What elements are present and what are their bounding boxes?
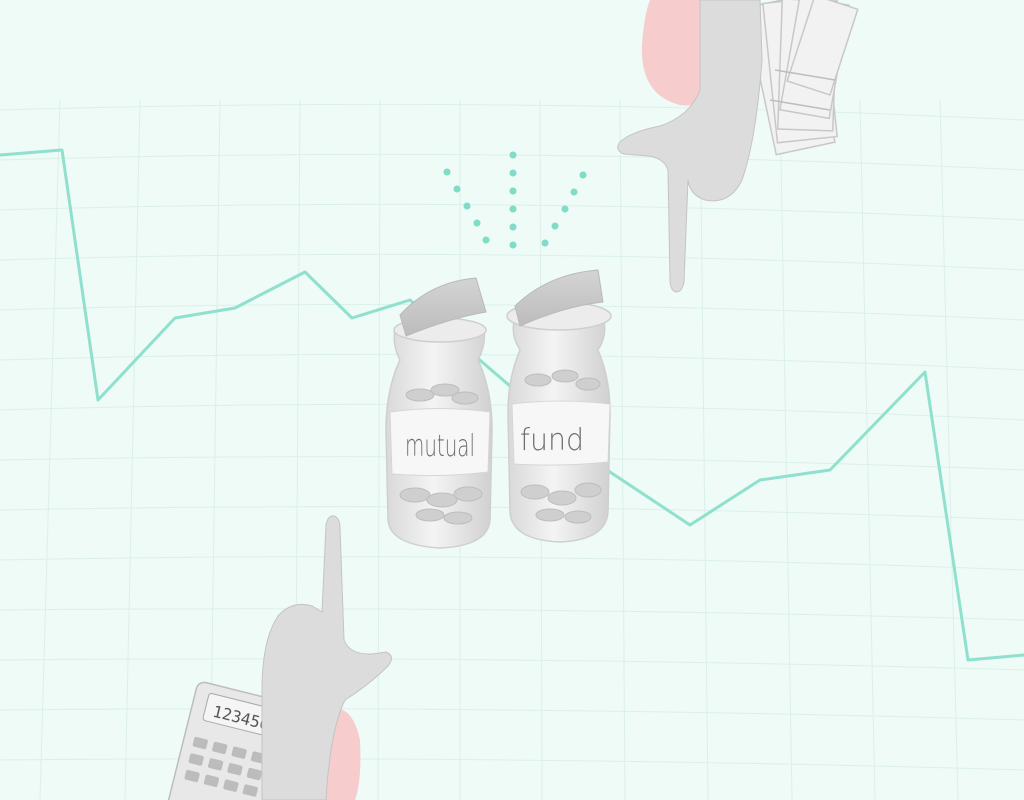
jar-label-mutual: mutual [405, 429, 475, 464]
pointing-hand-bottom-icon [261, 515, 392, 800]
trend-line [0, 148, 1024, 662]
jar-mutual: mutual [385, 277, 493, 549]
money-fan-icon [744, 0, 859, 156]
calculator-icon: 123456 [165, 681, 290, 800]
pointing-hand-top-icon [617, 0, 763, 293]
background-grid [0, 99, 1024, 800]
jar-label-fund: fund [520, 423, 584, 458]
jar-fund: fund [506, 269, 612, 543]
sparkle-dots [443, 151, 587, 249]
